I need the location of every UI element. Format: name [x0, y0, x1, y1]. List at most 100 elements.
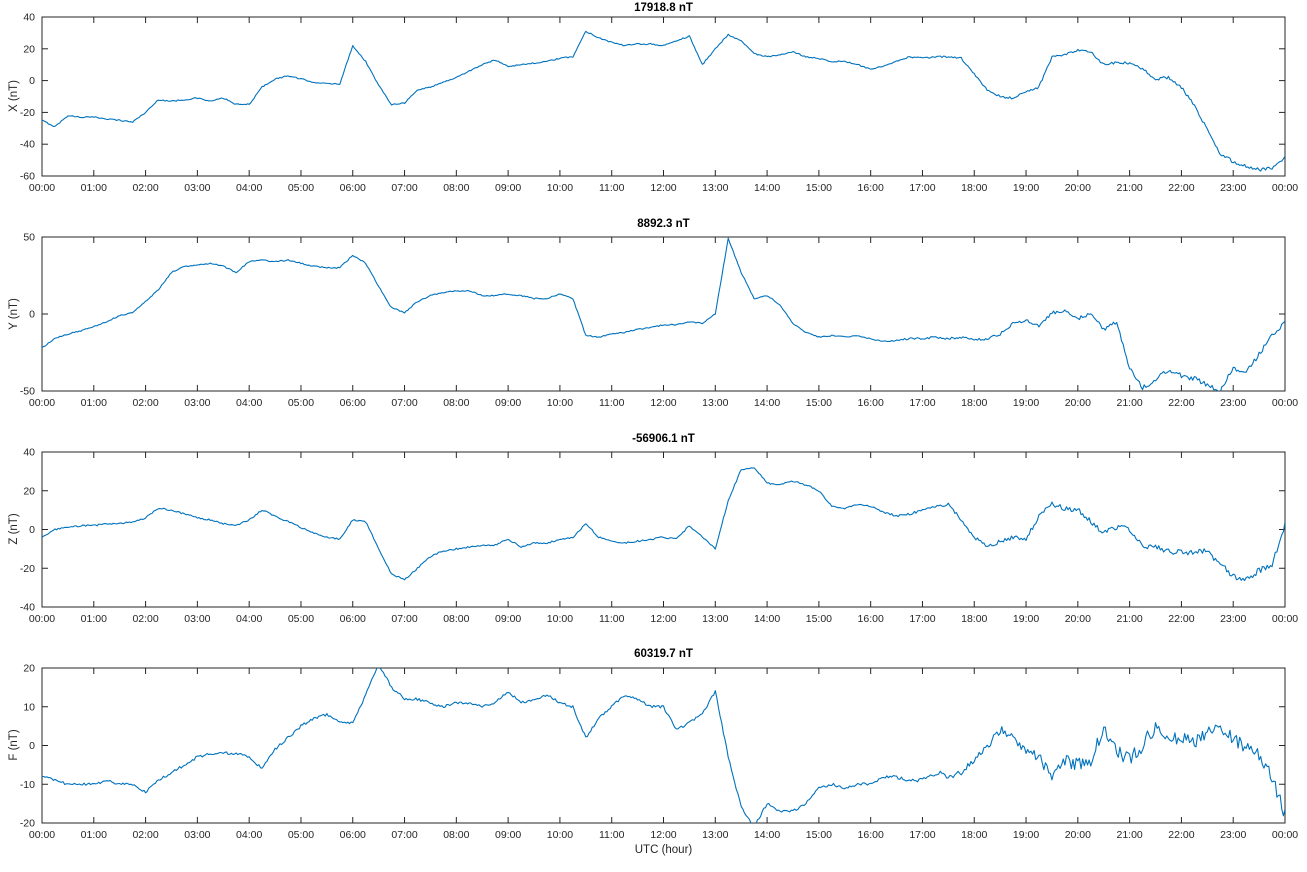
svg-text:16:00: 16:00 — [858, 829, 884, 841]
svg-text:08:00: 08:00 — [443, 829, 469, 841]
panel-x-title: 17918.8 nT — [634, 2, 693, 14]
svg-text:05:00: 05:00 — [288, 613, 314, 625]
panel-z-chart: 00:00 01:00 02:00 03:00 04:00 05:00 06:00 07:00… — [20, 447, 1298, 626]
svg-text:20:00: 20:00 — [1065, 182, 1091, 194]
svg-text:22:00: 22:00 — [1168, 182, 1194, 194]
svg-text:18:00: 18:00 — [961, 829, 987, 841]
svg-text:11:00: 11:00 — [599, 829, 625, 841]
panel-y-ylabel: Y (nT) — [8, 298, 20, 330]
svg-text:05:00: 05:00 — [288, 397, 314, 409]
svg-text:40: 40 — [23, 12, 35, 24]
svg-text:13:00: 13:00 — [702, 613, 728, 625]
svg-text:00:00: 00:00 — [1272, 613, 1298, 625]
svg-text:19:00: 19:00 — [1013, 397, 1039, 409]
svg-text:18:00: 18:00 — [961, 397, 987, 409]
svg-text:06:00: 06:00 — [340, 829, 366, 841]
svg-text:06:00: 06:00 — [340, 397, 366, 409]
svg-text:06:00: 06:00 — [340, 182, 366, 194]
svg-text:03:00: 03:00 — [184, 613, 210, 625]
svg-text:22:00: 22:00 — [1168, 829, 1194, 841]
svg-text:14:00: 14:00 — [754, 397, 780, 409]
svg-text:00:00: 00:00 — [29, 397, 55, 409]
svg-text:04:00: 04:00 — [236, 182, 262, 194]
svg-text:20:00: 20:00 — [1065, 397, 1091, 409]
panel-f-ylabel: F (nT) — [8, 729, 20, 761]
svg-text:00:00: 00:00 — [29, 613, 55, 625]
svg-text:-20: -20 — [20, 818, 35, 830]
svg-text:19:00: 19:00 — [1013, 613, 1039, 625]
svg-text:50: 50 — [23, 232, 35, 244]
svg-text:14:00: 14:00 — [754, 829, 780, 841]
svg-text:03:00: 03:00 — [184, 182, 210, 194]
panel-y-chart: 00:00 01:00 02:00 03:00 04:00 05:00 06:00 07:00… — [20, 232, 1298, 410]
svg-text:0: 0 — [29, 75, 35, 87]
svg-text:23:00: 23:00 — [1220, 182, 1246, 194]
svg-text:07:00: 07:00 — [391, 829, 417, 841]
svg-text:18:00: 18:00 — [961, 613, 987, 625]
svg-text:-10: -10 — [20, 779, 35, 791]
svg-text:-20: -20 — [20, 563, 35, 575]
svg-text:14:00: 14:00 — [754, 613, 780, 625]
svg-text:14:00: 14:00 — [754, 182, 780, 194]
svg-text:10:00: 10:00 — [547, 182, 573, 194]
svg-text:20: 20 — [23, 485, 35, 497]
svg-text:20: 20 — [23, 43, 35, 55]
panel-f-chart: 00:00 01:00 02:00 03:00 04:00 05:00 06:00 07:00… — [20, 663, 1298, 842]
svg-text:13:00: 13:00 — [702, 182, 728, 194]
panel-z-ylabel: Z (nT) — [8, 513, 20, 545]
svg-text:03:00: 03:00 — [184, 397, 210, 409]
svg-text:10:00: 10:00 — [547, 613, 573, 625]
svg-text:13:00: 13:00 — [702, 397, 728, 409]
svg-text:03:00: 03:00 — [184, 829, 210, 841]
svg-text:11:00: 11:00 — [599, 397, 625, 409]
svg-text:22:00: 22:00 — [1168, 397, 1194, 409]
svg-text:15:00: 15:00 — [806, 613, 832, 625]
panel-f-title: 60319.7 nT — [634, 648, 693, 660]
svg-text:08:00: 08:00 — [443, 182, 469, 194]
svg-text:02:00: 02:00 — [132, 182, 158, 194]
svg-text:10:00: 10:00 — [547, 397, 573, 409]
svg-text:11:00: 11:00 — [599, 613, 625, 625]
svg-text:04:00: 04:00 — [236, 397, 262, 409]
svg-text:21:00: 21:00 — [1116, 397, 1142, 409]
svg-text:06:00: 06:00 — [340, 613, 366, 625]
svg-text:04:00: 04:00 — [236, 613, 262, 625]
svg-text:00:00: 00:00 — [29, 182, 55, 194]
svg-text:00:00: 00:00 — [1272, 397, 1298, 409]
svg-text:15:00: 15:00 — [806, 182, 832, 194]
svg-text:01:00: 01:00 — [81, 829, 107, 841]
svg-text:16:00: 16:00 — [858, 613, 884, 625]
svg-text:07:00: 07:00 — [391, 182, 417, 194]
svg-text:12:00: 12:00 — [650, 829, 676, 841]
svg-text:01:00: 01:00 — [81, 182, 107, 194]
svg-text:19:00: 19:00 — [1013, 829, 1039, 841]
svg-text:17:00: 17:00 — [909, 397, 935, 409]
svg-text:-50: -50 — [20, 386, 35, 398]
svg-text:20:00: 20:00 — [1065, 829, 1091, 841]
svg-text:11:00: 11:00 — [599, 182, 625, 194]
svg-text:-40: -40 — [20, 139, 35, 151]
svg-text:12:00: 12:00 — [650, 613, 676, 625]
svg-text:0: 0 — [29, 740, 35, 752]
svg-text:0: 0 — [29, 309, 35, 321]
svg-text:10:00: 10:00 — [547, 829, 573, 841]
svg-text:05:00: 05:00 — [288, 182, 314, 194]
svg-text:17:00: 17:00 — [909, 613, 935, 625]
svg-text:02:00: 02:00 — [132, 397, 158, 409]
svg-text:12:00: 12:00 — [650, 397, 676, 409]
svg-text:21:00: 21:00 — [1116, 613, 1142, 625]
svg-text:05:00: 05:00 — [288, 829, 314, 841]
svg-text:20:00: 20:00 — [1065, 613, 1091, 625]
svg-text:09:00: 09:00 — [495, 182, 521, 194]
svg-text:-40: -40 — [20, 602, 35, 614]
svg-text:02:00: 02:00 — [132, 613, 158, 625]
svg-text:00:00: 00:00 — [1272, 182, 1298, 194]
svg-text:17:00: 17:00 — [909, 829, 935, 841]
svg-text:01:00: 01:00 — [81, 613, 107, 625]
svg-text:23:00: 23:00 — [1220, 613, 1246, 625]
svg-text:07:00: 07:00 — [391, 397, 417, 409]
x-axis-label: UTC (hour) — [634, 844, 693, 856]
panel-x-chart: 00:00 01:00 02:00 03:00 04:00 05:00 06:00 07:00… — [20, 12, 1298, 195]
svg-text:13:00: 13:00 — [702, 829, 728, 841]
